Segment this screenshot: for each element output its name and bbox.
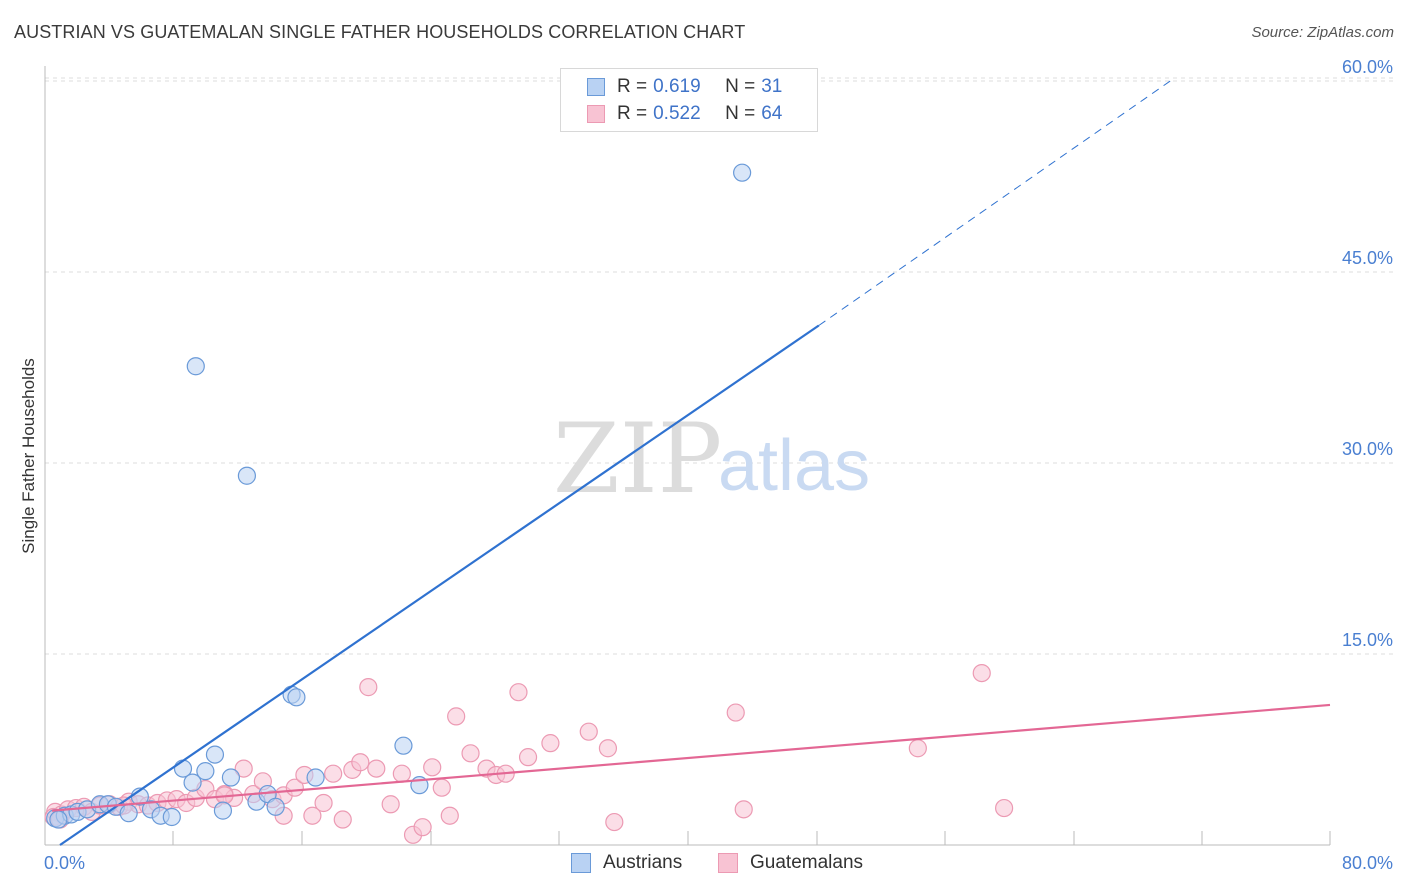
legend-item-guatemalans[interactable]: Guatemalans bbox=[718, 852, 863, 874]
guatemalan-point bbox=[367, 759, 386, 778]
y-tick-label: 60.0% bbox=[1342, 57, 1393, 77]
guatemalan-point bbox=[440, 806, 459, 825]
austrian-swatch bbox=[571, 853, 591, 873]
axes bbox=[44, 66, 1331, 846]
austrian-trend-line bbox=[59, 324, 820, 846]
watermark-zip: ZIP bbox=[553, 403, 722, 515]
guatemalan-point bbox=[333, 810, 352, 829]
correlation-legend: R = 0.619 N = 31 R = 0.522 N = 64 bbox=[560, 68, 818, 132]
guatemalan-point bbox=[461, 744, 480, 763]
r-value: 0.619 bbox=[653, 76, 701, 97]
austrian-point bbox=[733, 163, 752, 182]
guatemalan-point bbox=[734, 800, 753, 819]
guatemalan-point bbox=[324, 764, 343, 783]
guatemalan-point bbox=[908, 739, 927, 758]
guatemalan-point bbox=[995, 798, 1014, 818]
legend-label-austrians: Austrians bbox=[603, 852, 683, 873]
legend-label-guatemalans: Guatemalans bbox=[750, 852, 864, 873]
source-label: Source: ZipAtlas.com bbox=[1251, 24, 1394, 41]
watermark-atlas: atlas bbox=[718, 426, 870, 506]
series-legend: Austrians Guatemalans bbox=[0, 852, 1406, 876]
guatemalan-point bbox=[303, 806, 322, 825]
guatemalan-point bbox=[579, 722, 598, 741]
y-tick-label: 30.0% bbox=[1342, 439, 1393, 459]
austrian-point bbox=[183, 773, 202, 792]
austrian-point bbox=[306, 768, 325, 787]
guatemalan-point bbox=[413, 818, 432, 837]
guatemalan-point bbox=[392, 764, 411, 783]
trend-lines bbox=[51, 80, 1331, 846]
n-label: N = bbox=[725, 76, 756, 97]
guatemalan-point bbox=[432, 778, 451, 797]
guatemalan-point bbox=[598, 739, 618, 758]
y-tick-labels: 15.0% 30.0% 45.0% 60.0% bbox=[1342, 57, 1393, 650]
guatemalan-point bbox=[314, 793, 333, 813]
guatemalan-point bbox=[447, 707, 466, 726]
r-label: R = bbox=[617, 103, 648, 124]
guatemalan-point bbox=[381, 795, 400, 814]
y-tick-label: 15.0% bbox=[1342, 630, 1393, 650]
austrian-point bbox=[394, 736, 413, 755]
legend-row-guatemalans: R = 0.522 N = 64 bbox=[561, 101, 782, 127]
legend-item-austrians[interactable]: Austrians bbox=[571, 852, 682, 874]
guatemalan-point bbox=[234, 759, 253, 778]
guatemalan-points bbox=[44, 663, 1014, 844]
y-axis-label: Single Father Households bbox=[19, 358, 38, 554]
austrian-trend-extension bbox=[818, 80, 1171, 326]
austrian-point bbox=[205, 745, 225, 764]
austrian-point bbox=[237, 466, 256, 485]
guatemalan-swatch bbox=[587, 105, 605, 123]
r-value: 0.522 bbox=[653, 103, 701, 124]
x-tick-label-max: 80.0% bbox=[1342, 853, 1393, 873]
guatemalan-point bbox=[605, 812, 624, 832]
austrian-point bbox=[266, 797, 285, 816]
legend-row-austrians: R = 0.619 N = 31 bbox=[561, 74, 782, 100]
austrian-point bbox=[287, 688, 306, 707]
n-label: N = bbox=[725, 103, 756, 124]
guatemalan-point bbox=[726, 703, 745, 722]
austrian-point bbox=[49, 810, 68, 829]
x-tick-label-min: 0.0% bbox=[44, 853, 85, 873]
gridlines bbox=[45, 77, 1395, 655]
chart-title: AUSTRIAN VS GUATEMALAN SINGLE FATHER HOU… bbox=[14, 22, 746, 42]
guatemalan-point bbox=[351, 753, 370, 772]
austrian-point bbox=[196, 762, 215, 781]
austrian-point bbox=[162, 807, 181, 827]
n-value: 31 bbox=[761, 76, 783, 97]
austrian-swatch bbox=[587, 78, 605, 96]
guatemalan-trend-line bbox=[51, 703, 1331, 812]
guatemalan-point bbox=[509, 683, 528, 702]
guatemalan-point bbox=[518, 748, 538, 767]
guatemalan-point bbox=[972, 663, 991, 683]
austrian-point bbox=[221, 768, 241, 787]
austrian-point bbox=[186, 357, 205, 376]
austrian-points bbox=[46, 163, 752, 829]
guatemalan-point bbox=[359, 678, 378, 697]
r-label: R = bbox=[617, 76, 648, 97]
guatemalan-point bbox=[541, 734, 560, 753]
austrian-point bbox=[119, 804, 138, 823]
y-tick-label: 45.0% bbox=[1342, 248, 1393, 268]
guatemalan-point bbox=[423, 758, 442, 777]
austrian-point bbox=[213, 801, 233, 820]
n-value: 64 bbox=[761, 103, 783, 124]
guatemalan-swatch bbox=[718, 853, 738, 873]
